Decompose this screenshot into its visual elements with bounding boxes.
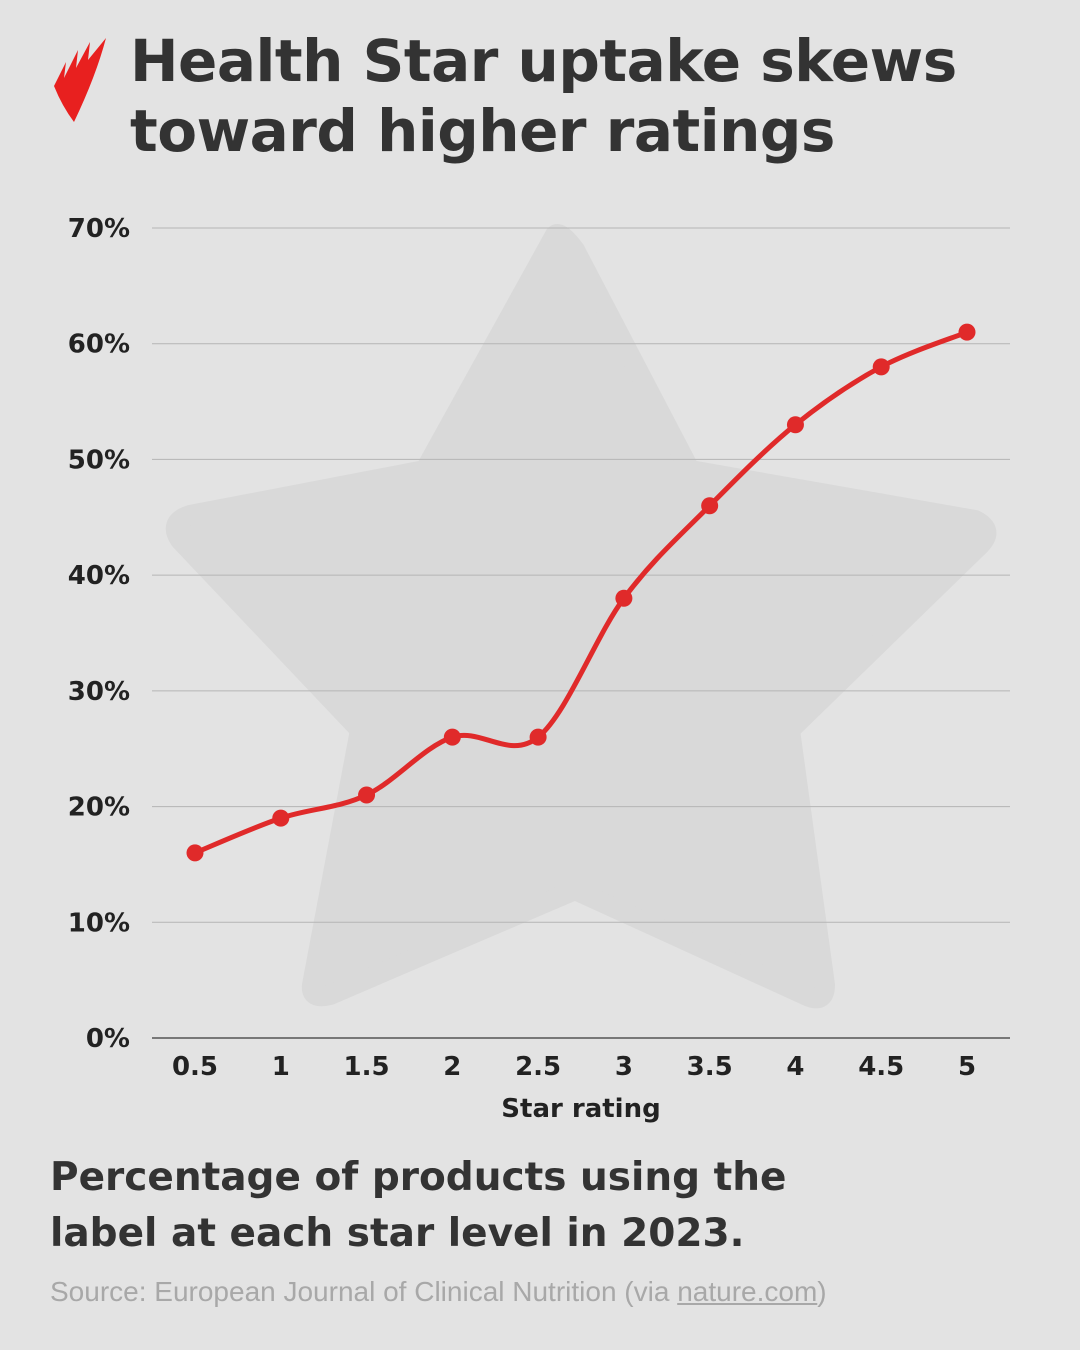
x-axis: 0.5 1 1.5 2 2.5 3 3.5 4 4.5 5 (172, 1052, 976, 1082)
x-tick-label: 5 (958, 1052, 976, 1082)
data-point-1 (272, 809, 290, 827)
data-point-4.5 (872, 358, 890, 376)
x-tick-label: 4 (786, 1052, 804, 1082)
x-tick-label: 1 (272, 1052, 290, 1082)
gridlines (152, 227, 1010, 1039)
chart-title: Health Star uptake skews toward higher r… (130, 27, 957, 165)
y-tick-label: 10% (68, 908, 130, 938)
chart-subtitle: Percentage of products using the label a… (50, 1155, 787, 1256)
x-tick-label: 3 (615, 1052, 633, 1082)
line-chart: 0% 10% 20% 30% 40% 50% 60% 70% 0.5 1 1.5 2 2.5 3 3.5 4… (68, 214, 1010, 1124)
source-text: Source: European Journal of Clinical Nut… (50, 1276, 678, 1307)
data-point-1.5 (358, 786, 376, 804)
y-tick-label: 70% (68, 214, 130, 244)
source-suffix: ) (817, 1276, 827, 1307)
y-tick-label: 0% (86, 1024, 130, 1054)
data-point-4 (786, 416, 804, 434)
x-tick-label: 2 (443, 1052, 461, 1082)
y-axis: 0% 10% 20% 30% 40% 50% 60% 70% (68, 214, 130, 1054)
series-line (192, 329, 970, 856)
y-tick-label: 40% (68, 561, 130, 591)
y-tick-label: 60% (68, 330, 130, 360)
data-point-5 (958, 323, 976, 341)
data-point-0.5 (186, 844, 204, 862)
x-tick-label: 4.5 (858, 1052, 904, 1082)
y-tick-label: 30% (68, 677, 130, 707)
y-tick-label: 20% (68, 793, 130, 823)
data-point-2 (443, 728, 461, 746)
sbs-logo-icon (54, 38, 106, 122)
y-tick-label: 50% (68, 445, 130, 475)
source-note: Source: European Journal of Clinical Nut… (50, 1276, 827, 1308)
data-point-2.5 (529, 728, 547, 746)
source-link[interactable]: nature.com (677, 1276, 818, 1307)
data-points (186, 323, 976, 862)
background-star-shape (165, 224, 997, 1009)
data-point-3.5 (701, 497, 719, 515)
x-tick-label: 1.5 (344, 1052, 390, 1082)
x-tick-label: 0.5 (172, 1052, 218, 1082)
x-tick-label: 3.5 (687, 1052, 733, 1082)
data-point-3 (615, 589, 633, 607)
x-tick-label: 2.5 (515, 1052, 561, 1082)
x-axis-label: Star rating (501, 1094, 660, 1124)
